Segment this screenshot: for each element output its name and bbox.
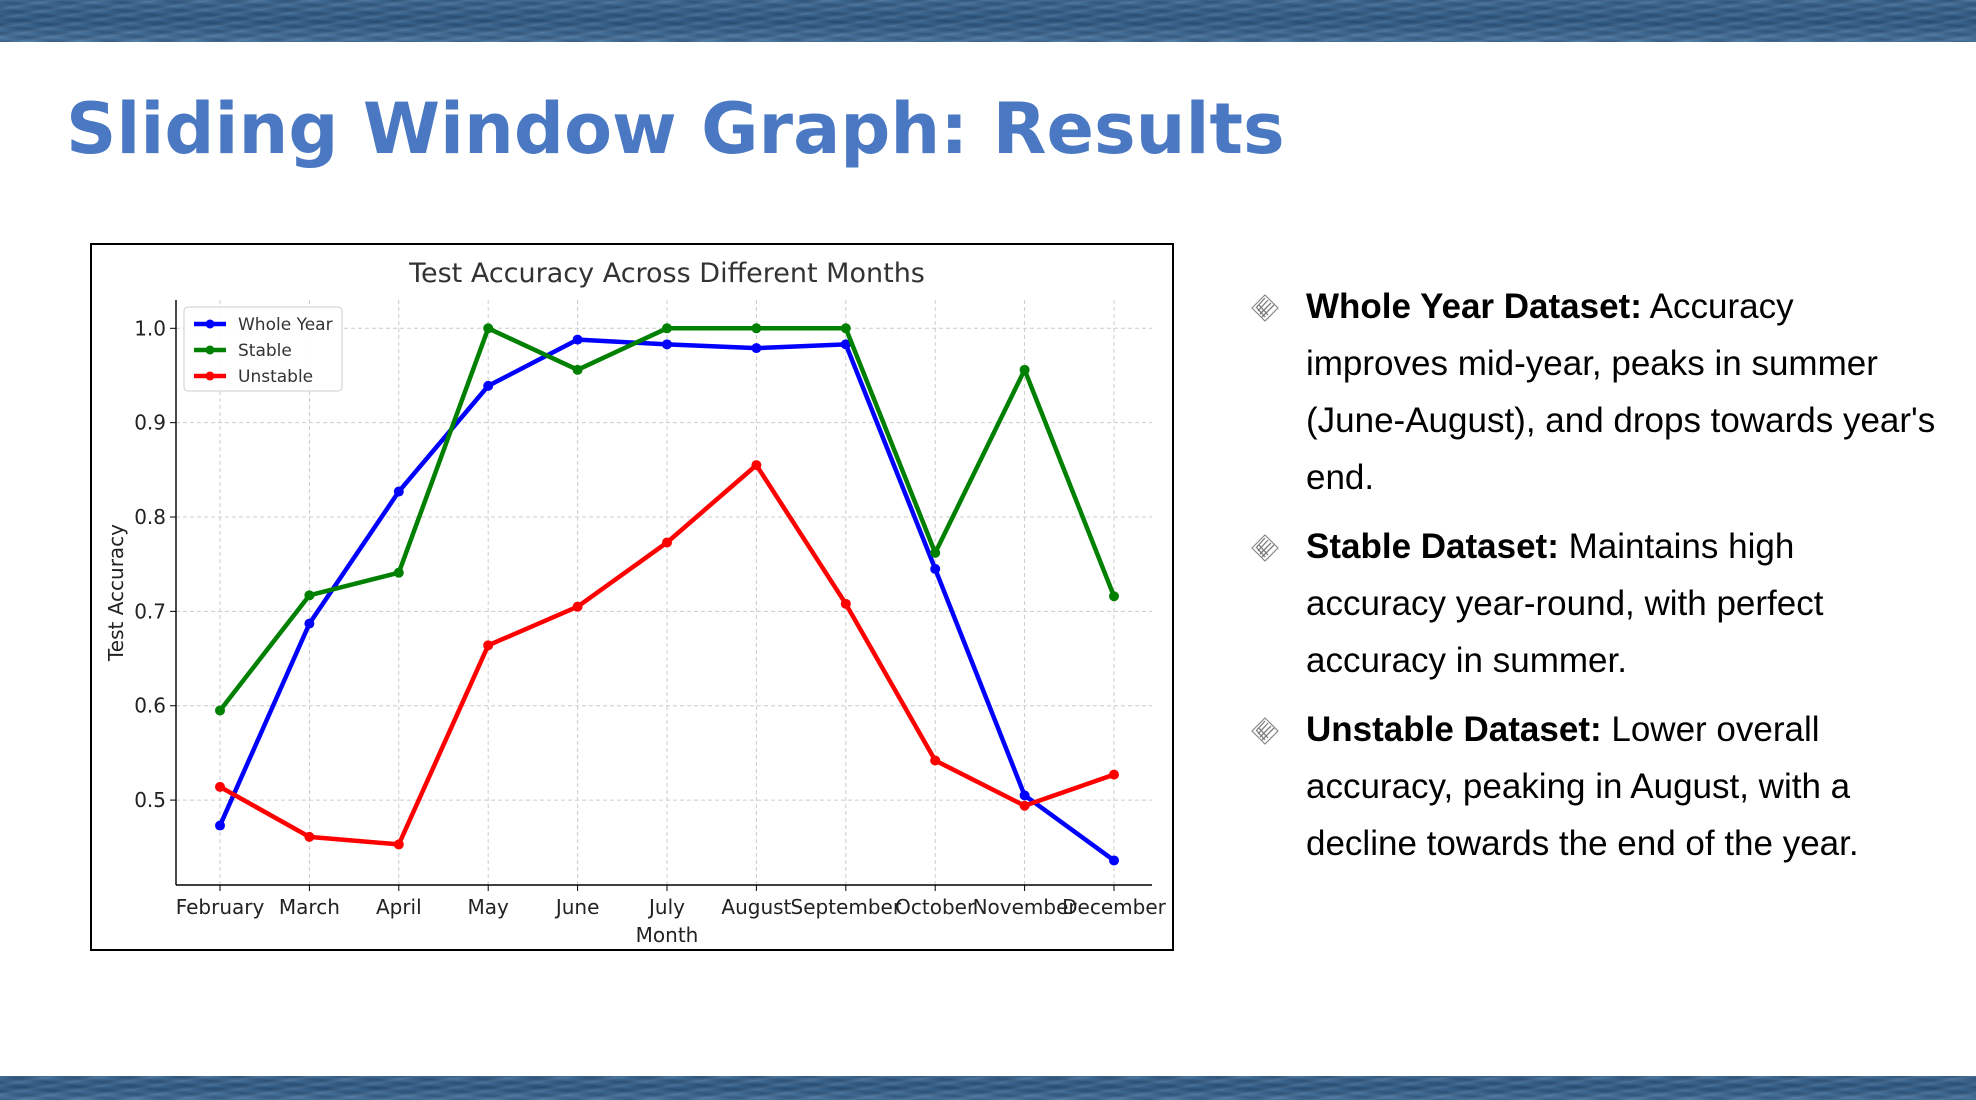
scribble-diamond-icon: [1251, 717, 1279, 745]
y-tick-label: 0.6: [134, 694, 166, 718]
legend-swatch-marker: [205, 319, 215, 329]
bullet-heading: Unstable Dataset:: [1306, 710, 1602, 749]
data-point-unstable: [215, 781, 225, 792]
chart-title: Test Accuracy Across Different Months: [408, 258, 925, 289]
data-point-stable: [751, 323, 762, 334]
data-point-unstable: [483, 640, 494, 651]
bullet-stable: Stable Dataset: Maintains high accuracy …: [1242, 518, 1942, 689]
x-axis-label: Month: [636, 923, 699, 947]
data-point-whole-year: [393, 486, 404, 497]
legend-label: Stable: [238, 341, 292, 361]
bullet-text: Maintains high accuracy year-round, with…: [1306, 527, 1824, 680]
data-point-stable: [304, 590, 315, 601]
bullet-whole-year: Whole Year Dataset: Accuracy improves mi…: [1242, 278, 1942, 506]
legend-box: [183, 306, 343, 392]
x-tick-label: November: [973, 895, 1078, 919]
water-banner-top: [0, 0, 1976, 42]
y-tick-label: 0.7: [134, 599, 166, 623]
data-point-stable: [1019, 364, 1030, 375]
data-point-stable: [572, 364, 583, 375]
bullet-heading: Whole Year Dataset:: [1306, 287, 1642, 326]
x-tick-label: July: [647, 895, 685, 919]
legend-label: Unstable: [238, 367, 313, 387]
data-point-stable: [662, 323, 672, 334]
data-point-stable: [393, 567, 404, 578]
data-point-whole-year: [930, 563, 941, 574]
data-point-whole-year: [572, 334, 583, 345]
data-point-whole-year: [215, 820, 225, 831]
y-axis-label: Test Accuracy: [104, 524, 128, 662]
scribble-diamond-icon: [1251, 534, 1279, 562]
data-point-unstable: [930, 755, 941, 766]
data-point-whole-year: [483, 380, 494, 391]
data-point-whole-year: [1019, 790, 1030, 801]
scribble-diamond-icon: [1251, 294, 1279, 322]
data-point-whole-year: [662, 339, 672, 350]
data-point-whole-year: [840, 339, 851, 350]
data-point-stable: [215, 705, 225, 716]
x-tick-label: March: [279, 895, 340, 919]
x-tick-label: February: [176, 895, 265, 919]
legend-swatch-marker: [205, 345, 215, 355]
water-banner-bottom: [0, 1076, 1976, 1100]
x-tick-label: April: [376, 895, 422, 919]
bullet-text: Accuracy improves mid-year, peaks in sum…: [1306, 287, 1936, 497]
x-tick-label: September: [791, 895, 902, 919]
y-tick-label: 1.0: [134, 316, 166, 340]
data-point-unstable: [840, 598, 851, 609]
data-point-stable: [1109, 591, 1119, 602]
data-point-unstable: [304, 831, 315, 842]
results-bullet-list: Whole Year Dataset: Accuracy improves mi…: [1242, 278, 1942, 884]
x-tick-label: October: [895, 895, 976, 919]
y-tick-label: 0.5: [134, 788, 166, 812]
data-point-whole-year: [1109, 855, 1119, 866]
data-point-unstable: [572, 601, 583, 612]
legend-label: Whole Year: [238, 315, 333, 335]
accuracy-chart: 0.5 0.6 0.7 0.8 0.9 1.0 February March April May J…: [90, 243, 1174, 951]
data-point-whole-year: [751, 343, 762, 354]
data-point-unstable: [662, 537, 672, 548]
data-point-unstable: [1109, 769, 1119, 780]
slide-title: Sliding Window Graph: Results: [66, 88, 1285, 170]
data-point-stable: [483, 323, 494, 334]
data-point-stable: [840, 323, 851, 334]
data-point-stable: [930, 547, 941, 558]
bullet-text: Lower overall accuracy, peaking in Augus…: [1306, 710, 1859, 863]
data-point-unstable: [1019, 800, 1030, 811]
data-point-whole-year: [304, 618, 315, 629]
data-point-unstable: [393, 839, 404, 850]
y-tick-label: 0.8: [134, 505, 166, 529]
series-line-unstable: [218, 462, 1115, 847]
x-tick-label: August: [721, 895, 791, 919]
legend-swatch-marker: [205, 371, 215, 381]
chart-canvas: 0.5 0.6 0.7 0.8 0.9 1.0 February March April May J…: [104, 258, 1167, 947]
x-tick-label: June: [554, 895, 600, 919]
x-tick-label: December: [1062, 895, 1166, 919]
data-point-unstable: [751, 460, 762, 471]
y-tick-label: 0.9: [134, 411, 166, 435]
bullet-heading: Stable Dataset:: [1306, 527, 1559, 566]
bullet-unstable: Unstable Dataset: Lower overall accuracy…: [1242, 701, 1942, 872]
x-tick-label: May: [468, 895, 510, 919]
